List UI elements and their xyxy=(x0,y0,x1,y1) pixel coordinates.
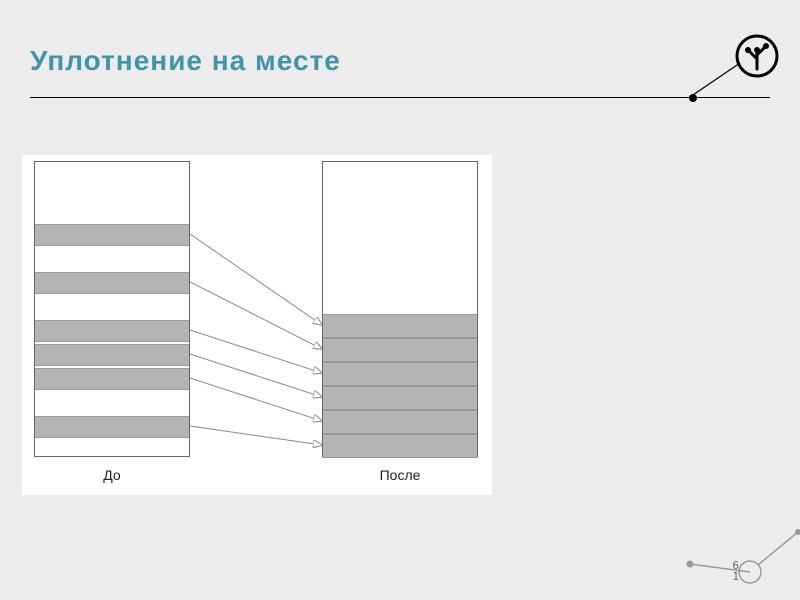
memory-cell xyxy=(323,362,477,386)
before-label: До xyxy=(34,467,190,483)
compaction-arrow xyxy=(190,330,322,373)
footer-decoration xyxy=(680,520,800,600)
memory-cell xyxy=(35,272,189,294)
tree-branch-icon xyxy=(734,33,780,79)
memory-cell xyxy=(323,314,477,338)
compaction-arrow xyxy=(190,426,322,445)
page-number-line2: 1 xyxy=(732,570,739,583)
after-label: После xyxy=(322,467,478,483)
compaction-arrows xyxy=(190,161,322,469)
memory-cell xyxy=(35,224,189,246)
compaction-arrow xyxy=(190,354,322,397)
before-column xyxy=(34,161,190,457)
compaction-arrow xyxy=(190,282,322,349)
memory-cell xyxy=(35,320,189,342)
memory-cell xyxy=(35,344,189,366)
title-divider xyxy=(30,97,770,98)
memory-cell xyxy=(35,416,189,438)
slide-title: Уплотнение на месте xyxy=(30,45,341,77)
memory-cell xyxy=(323,434,477,458)
compaction-arrow xyxy=(190,234,322,325)
memory-cell xyxy=(323,338,477,362)
memory-cell xyxy=(323,386,477,410)
memory-cell xyxy=(35,368,189,390)
after-column xyxy=(322,161,478,457)
compaction-diagram: До После xyxy=(22,155,492,495)
memory-cell xyxy=(323,410,477,434)
page-number: 6 1 xyxy=(732,560,739,582)
compaction-arrow xyxy=(190,378,322,421)
